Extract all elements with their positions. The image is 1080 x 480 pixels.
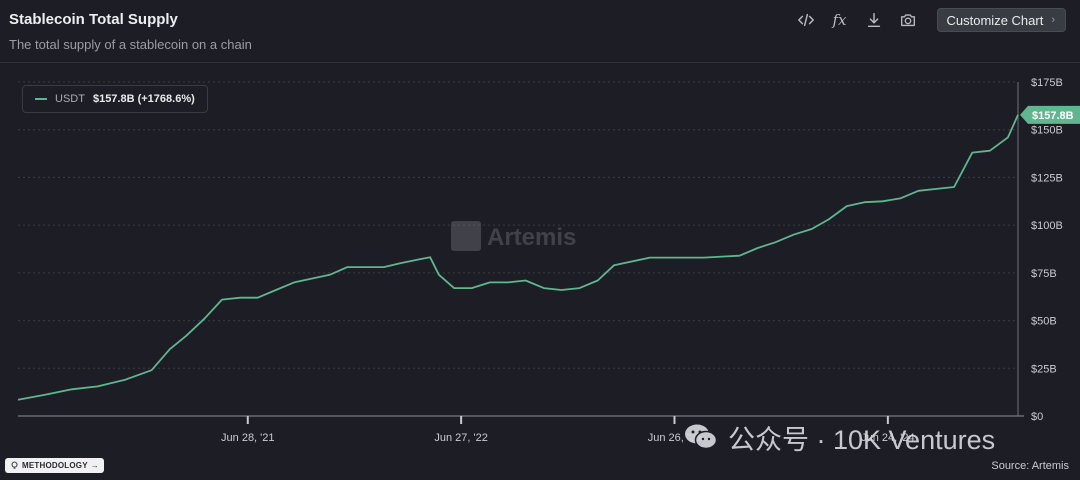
chart-toolbar: fx Customize Chart › [789,8,1066,32]
legend-series-name: USDT [55,93,85,105]
methodology-button[interactable]: METHODOLOGY → [5,458,104,473]
y-tick-label: $175B [1031,77,1063,89]
artemis-watermark-text: Artemis [487,224,576,251]
x-tick-label: Jun 27, '22 [434,432,487,444]
header-divider [0,62,1080,63]
artemis-watermark: Artemis [451,221,576,251]
legend-series-value: $157.8B (+1768.6%) [92,93,195,105]
customize-chart-label: Customize Chart [946,12,1044,28]
lightbulb-icon [11,461,18,469]
y-tick-label: $100B [1031,220,1063,232]
series-line-usdt [17,114,1019,401]
last-value-label: $157.8B [1032,110,1074,122]
methodology-label: METHODOLOGY [22,461,88,470]
wechat-watermark: 公众号 · 10K Ventures [684,420,996,455]
chevron-right-icon: › [1051,14,1055,26]
download-icon[interactable] [857,8,891,32]
y-tick-label: $75B [1031,268,1057,280]
y-tick-label: $0 [1031,411,1043,423]
y-tick-label: $50B [1031,316,1057,328]
y-tick-label: $150B [1031,125,1063,137]
camera-icon[interactable] [891,8,925,32]
y-tick-label: $25B [1031,363,1057,375]
x-tick-label: Jun 28, '21 [221,432,274,444]
wechat-icon [685,424,718,450]
last-value-tag [1020,105,1080,124]
page-subtitle: The total supply of a stablecoin on a ch… [9,37,252,52]
chart-legend[interactable]: USDT $157.8B (+1768.6%) [22,85,208,113]
fx-icon[interactable]: fx [832,11,847,29]
page-title: Stablecoin Total Supply [9,11,178,28]
x-tick-label: Jun 24, '24 [861,432,914,444]
arrow-right-icon: → [90,461,99,470]
code-icon[interactable] [789,8,823,32]
artemis-logo-icon [451,221,481,251]
customize-chart-button[interactable]: Customize Chart › [936,8,1066,32]
watermark-text: 公众号 · 10K Ventures [728,424,996,455]
source-label: Source: Artemis [991,460,1069,472]
y-tick-label: $125B [1031,172,1063,184]
legend-swatch [35,98,47,100]
